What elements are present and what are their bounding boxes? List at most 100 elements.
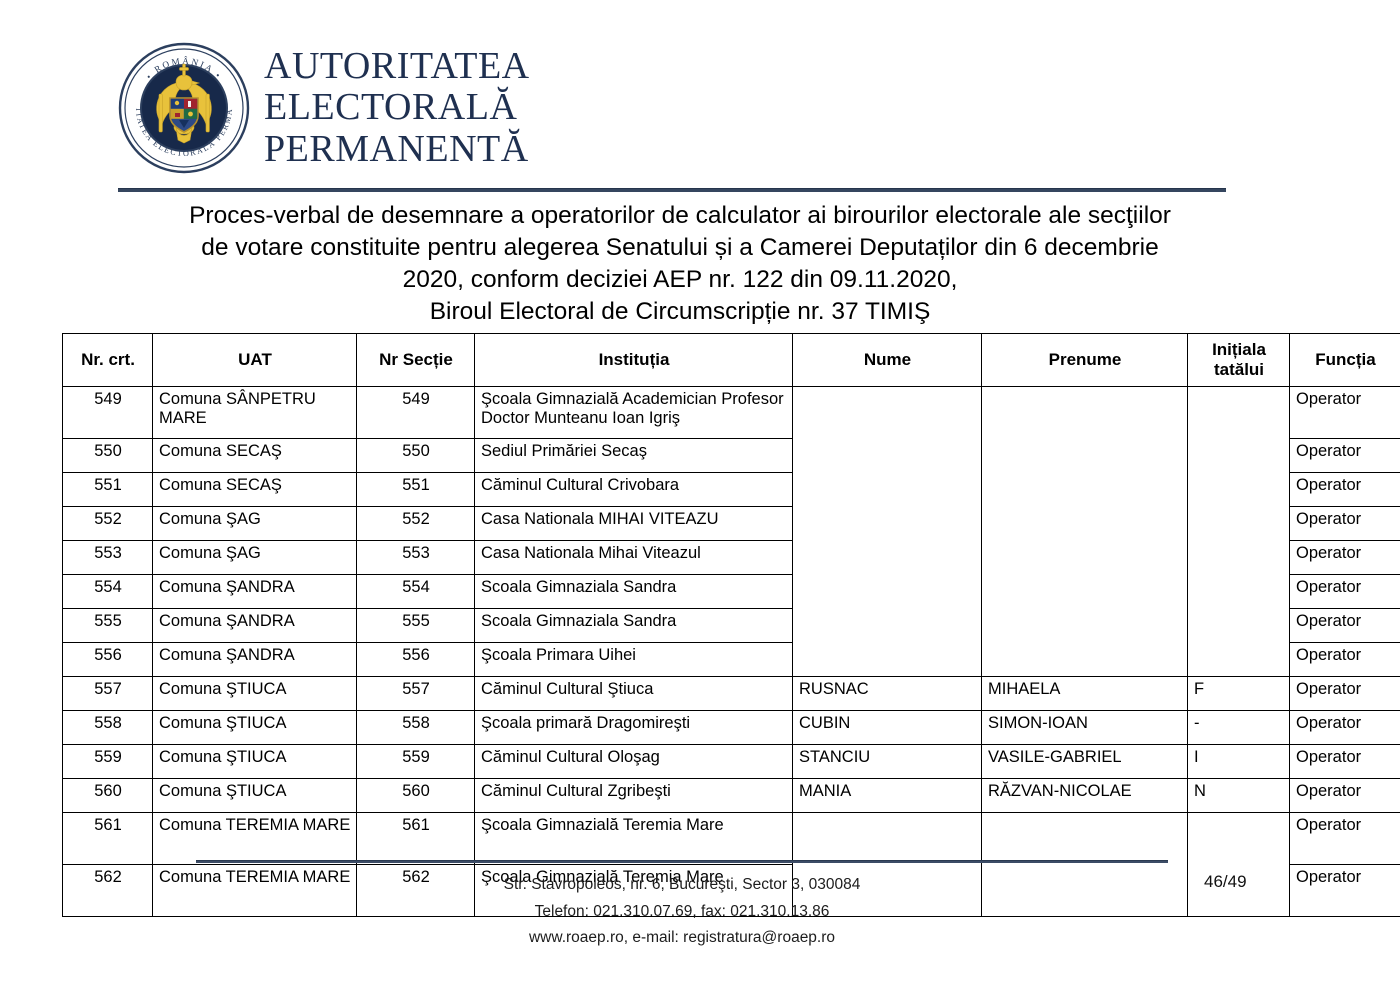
cell-nr-crt: 554 [62, 574, 153, 609]
cell-nr-sectie: 555 [356, 608, 475, 643]
cell-nume: CUBIN [792, 710, 982, 745]
document-title: Proces-verbal de desemnare a operatorilo… [189, 202, 1171, 326]
cell-institutia: Şcoala Primara Uihei [474, 642, 793, 677]
cell-functia: Operator [1289, 438, 1400, 473]
cell-initiala-tatalui [1187, 812, 1290, 917]
table-row: 561 Comuna TEREMIA MARE 561 Şcoala Gimnazia… [62, 812, 1400, 917]
cell-institutia: Şcoala Gimnazială Teremia Mare [474, 864, 793, 917]
cell-uat: Comuna TEREMIA MARE [152, 812, 357, 865]
cell-nr-crt: 551 [62, 472, 153, 507]
cell-prenume [981, 812, 1188, 917]
cell-uat: Comuna ŞTIUCA [152, 744, 357, 779]
table-row: 550 Comuna SECAŞ 550 Sediul Primăriei Secaş… [62, 438, 1400, 473]
cell-nr-crt: 560 [62, 778, 153, 813]
cell-nr-sectie: 554 [356, 574, 475, 609]
cell-nr-sectie: 560 [356, 778, 475, 813]
cell-functia: Operator [1289, 608, 1400, 643]
column-header-nr-crt: Nr. crt. [62, 333, 153, 387]
cell-institutia: Căminul Cultural Ştiuca [474, 676, 793, 711]
cell-nr-sectie: 556 [356, 642, 475, 677]
header-divider [118, 188, 1226, 192]
cell-nr-crt: 553 [62, 540, 153, 575]
cell-nr-sectie: 557 [356, 676, 475, 711]
operators-table: Nr. crt. UAT Nr Secție Instituția Nume P… [62, 333, 1400, 917]
cell-nr-sectie: 552 [356, 506, 475, 541]
cell-functia: Operator [1289, 642, 1400, 677]
cell-institutia: Sediul Primăriei Secaş [474, 438, 793, 473]
cell-nume: RUSNAC [792, 676, 982, 711]
cell-institutia: Şcoala Gimnazială Teremia Mare [474, 812, 793, 865]
cell-uat: Comuna ŞTIUCA [152, 778, 357, 813]
cell-nr-sectie: 562 [356, 864, 475, 917]
cell-institutia: Căminul Cultural Oloşag [474, 744, 793, 779]
cell-nr-crt: 558 [62, 710, 153, 745]
table-row: 558 Comuna ŞTIUCA 558 Şcoala primară Dragom… [62, 710, 1400, 745]
cell-institutia: Scoala Gimnaziala Sandra [474, 574, 793, 609]
cell-nr-sectie: 550 [356, 438, 475, 473]
cell-institutia: Căminul Cultural Crivobara [474, 472, 793, 507]
cell-initiala-tatalui: I [1187, 744, 1290, 779]
cell-nume [792, 386, 982, 677]
table-row: 559 Comuna ŞTIUCA 559 Căminul Cultural Oloş… [62, 744, 1400, 779]
column-header-nume: Nume [792, 333, 982, 387]
footer-divider [196, 860, 1168, 863]
operators-table-container: Nr. crt. UAT Nr Secție Instituția Nume P… [62, 333, 1400, 917]
cell-functia: Operator [1289, 812, 1400, 865]
cell-institutia: Şcoala Gimnazială Academician Profesor D… [474, 386, 793, 439]
cell-initiala-tatalui: - [1187, 710, 1290, 745]
cell-uat: Comuna ŞANDRA [152, 642, 357, 677]
cell-functia: Operator [1289, 386, 1400, 439]
cell-nr-crt: 556 [62, 642, 153, 677]
table-row: 562 Comuna TEREMIA MARE 562 Şcoala Gimnazia… [62, 864, 1400, 917]
cell-initiala-tatalui: N [1187, 778, 1290, 813]
cell-prenume [981, 386, 1188, 677]
cell-functia: Operator [1289, 574, 1400, 609]
cell-nr-sectie: 553 [356, 540, 475, 575]
column-header-prenume: Prenume [981, 333, 1188, 387]
cell-nr-crt: 561 [62, 812, 153, 865]
cell-functia: Operator [1289, 710, 1400, 745]
table-header-row: Nr. crt. UAT Nr Secție Instituția Nume P… [62, 333, 1400, 387]
cell-nr-crt: 555 [62, 608, 153, 643]
column-header-functia: Funcția [1289, 333, 1400, 387]
cell-initiala-tatalui: F [1187, 676, 1290, 711]
cell-uat: Comuna ŞANDRA [152, 574, 357, 609]
cell-nume: STANCIU [792, 744, 982, 779]
page-number: 46/49 [1204, 872, 1247, 891]
initiala-line-1: Inițiala [1212, 340, 1266, 360]
cell-nr-sectie: 561 [356, 812, 475, 865]
table-row: 549 Comuna SÂNPETRU MARE 549 Şcoala Gimnazi… [62, 386, 1400, 677]
initiala-line-2: tatălui [1213, 360, 1265, 379]
cell-uat: Comuna ŞTIUCA [152, 710, 357, 745]
cell-institutia: Şcoala primară Dragomireşti [474, 710, 793, 745]
column-header-uat: UAT [152, 333, 357, 387]
cell-institutia: Casa Nationala MIHAI VITEAZU [474, 506, 793, 541]
cell-functia: Operator [1289, 506, 1400, 541]
table-row: 557 Comuna ŞTIUCA 557 Căminul Cultural Ştiu… [62, 676, 1400, 711]
cell-uat: Comuna ŞAG [152, 540, 357, 575]
cell-nr-crt: 550 [62, 438, 153, 473]
column-header-initiala-tatalui: Inițiala tatălui [1187, 333, 1290, 387]
cell-nr-crt: 552 [62, 506, 153, 541]
cell-uat: Comuna TEREMIA MARE [152, 864, 357, 917]
table-row: 555 Comuna ŞANDRA 555 Scoala Gimnaziala San… [62, 608, 1400, 643]
cell-uat: Comuna SECAŞ [152, 472, 357, 507]
cell-institutia: Scoala Gimnaziala Sandra [474, 608, 793, 643]
column-header-institutia: Instituția [474, 333, 793, 387]
cell-nr-crt: 562 [62, 864, 153, 917]
cell-uat: Comuna SECAŞ [152, 438, 357, 473]
cell-uat: Comuna ŞANDRA [152, 608, 357, 643]
cell-nume [792, 812, 982, 917]
cell-prenume: MIHAELA [981, 676, 1188, 711]
cell-institutia: Casa Nationala Mihai Viteazul [474, 540, 793, 575]
cell-uat: Comuna SÂNPETRU MARE [152, 386, 357, 439]
cell-functia: Operator [1289, 472, 1400, 507]
column-header-nr-sectie: Nr Secție [356, 333, 475, 387]
table-row: 556 Comuna ŞANDRA 556 Şcoala Primara Uihei O… [62, 642, 1400, 677]
cell-uat: Comuna ŞAG [152, 506, 357, 541]
table-row: 554 Comuna ŞANDRA 554 Scoala Gimnaziala San… [62, 574, 1400, 609]
cell-functia: Operator [1289, 676, 1400, 711]
footer-contact-info: Str. Stavropoleos, nr. 6, Bucureşti, Sec… [503, 876, 861, 947]
cell-initiala-tatalui [1187, 386, 1290, 677]
